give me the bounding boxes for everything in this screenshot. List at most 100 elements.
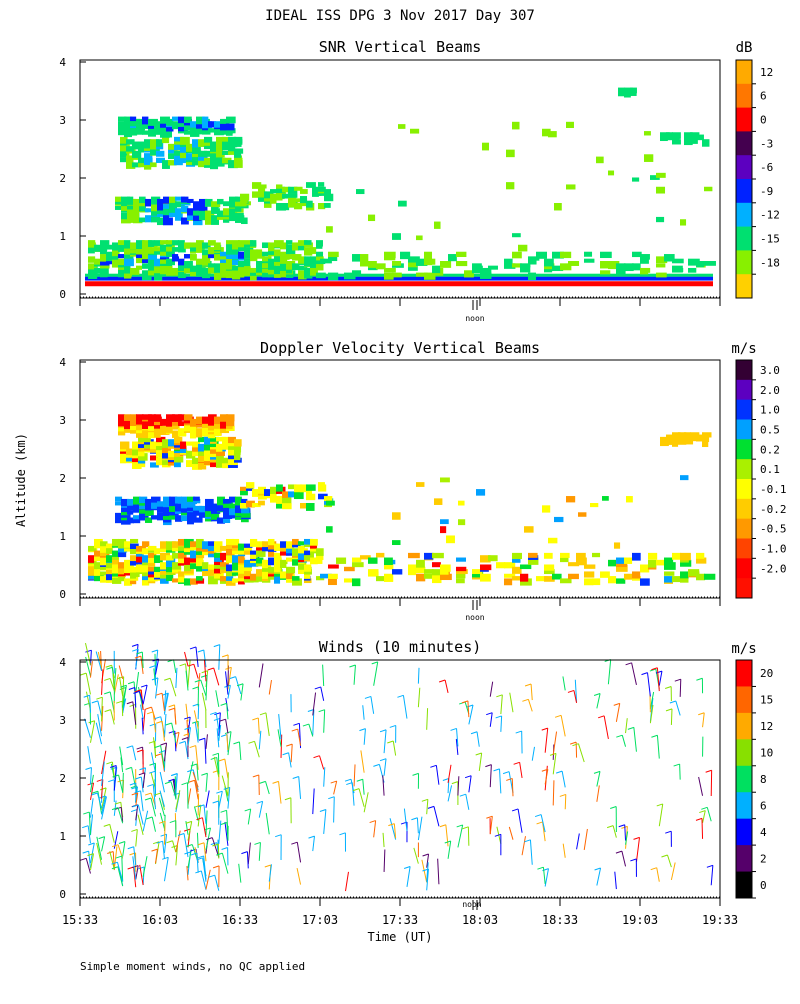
wind-barb-flag [292, 729, 298, 731]
data-cell [304, 564, 311, 571]
data-cell [316, 240, 323, 246]
wind-barb-flag [698, 713, 704, 715]
data-cell [310, 256, 316, 263]
wind-barb-flag [380, 759, 386, 761]
doppler-colorbar-swatch [736, 558, 752, 578]
snr-y-tick-label: 1 [59, 230, 66, 243]
wind-barb-flag [204, 828, 210, 830]
wind-barb-flag [642, 673, 648, 675]
doppler-colorbar: 3.02.01.00.50.20.1-0.1-0.2-0.5-1.0-2.0 [736, 360, 787, 599]
doppler-colorbar-label: 0.2 [760, 443, 780, 456]
wind-barb [239, 742, 240, 760]
wind-barb-flag [190, 746, 196, 748]
wind-barb-flag [224, 787, 230, 789]
x-axis-label: Time (UT) [367, 930, 432, 944]
wind-barb-flag [213, 866, 219, 868]
data-cell [614, 542, 620, 548]
data-cell [288, 491, 295, 497]
wind-barb [206, 870, 210, 889]
doppler-heatmap [88, 414, 715, 586]
wind-barb-flag [245, 809, 251, 811]
data-cell [584, 571, 594, 577]
data-cell [368, 569, 378, 576]
data-cell [316, 263, 323, 270]
data-cell [244, 259, 250, 266]
data-cell [352, 254, 361, 262]
wind-barb-flag [221, 703, 227, 705]
data-cell [145, 199, 151, 206]
wind-barb [215, 875, 219, 891]
wind-barb-flag [216, 791, 222, 793]
wind-barb [562, 771, 565, 787]
data-cell [304, 268, 311, 273]
wind-barb [206, 773, 207, 792]
wind-barb-flag [665, 831, 671, 833]
wind-barb-flag [147, 712, 153, 714]
wind-barb [363, 705, 364, 719]
doppler-colorbar-swatch [736, 539, 752, 559]
wind-barb [346, 872, 349, 891]
winds-noon-label: noon [462, 900, 481, 909]
data-cell [640, 268, 650, 273]
wind-barb [417, 818, 418, 834]
doppler-colorbar-unit: m/s [731, 341, 756, 357]
wind-barb [110, 824, 115, 842]
data-cell [632, 571, 640, 578]
wind-barb [384, 730, 386, 753]
wind-barb-flag [373, 764, 379, 766]
data-cell [88, 240, 95, 244]
data-cell [94, 245, 100, 252]
data-cell [178, 414, 185, 420]
data-cell [644, 131, 651, 135]
data-cell [316, 548, 324, 556]
data-cell [274, 249, 281, 256]
data-cell [244, 266, 251, 274]
wind-barb [143, 709, 145, 731]
data-cell [368, 261, 377, 268]
data-cell [548, 131, 557, 137]
wind-barb [479, 753, 481, 771]
data-cell [115, 197, 122, 202]
wind-barb-flag [221, 822, 227, 824]
data-cell [282, 503, 292, 509]
winds-colorbar-swatch [736, 819, 752, 846]
data-cell [193, 518, 203, 523]
wind-barb-flag [542, 728, 548, 730]
data-cell [150, 162, 157, 167]
data-cell [684, 432, 691, 437]
wind-barb [657, 868, 660, 882]
wind-barb [90, 767, 91, 784]
doppler-colorbar-label: -1.0 [760, 542, 787, 555]
data-cell [157, 218, 163, 226]
doppler-y-tick-label: 3 [59, 414, 66, 427]
data-cell [198, 444, 205, 452]
data-cell [94, 569, 100, 576]
data-cell [680, 475, 688, 480]
winds-colorbar-label: 10 [760, 747, 773, 760]
data-cell [312, 187, 318, 193]
doppler-colorbar-swatch [736, 578, 752, 598]
wind-barb-flag [525, 684, 531, 686]
winds-y-tick-label: 0 [59, 888, 66, 901]
data-cell [398, 201, 407, 207]
wind-barb [622, 851, 626, 866]
data-cell [304, 240, 312, 245]
wind-barb [324, 767, 325, 786]
data-cell [476, 489, 485, 496]
data-cell [118, 414, 125, 420]
data-cell [506, 150, 515, 158]
data-cell [554, 517, 563, 522]
wind-barb [438, 859, 439, 885]
doppler-colorbar-swatch [736, 499, 752, 519]
wind-barb-flag [630, 859, 636, 861]
doppler-y-tick-label: 2 [59, 472, 66, 485]
data-cell [106, 569, 113, 574]
data-cell [398, 124, 405, 129]
data-cell [566, 184, 575, 189]
wind-barb-flag [345, 779, 351, 781]
wind-barb-flag [365, 696, 371, 698]
data-cell [640, 254, 650, 260]
data-cell [616, 578, 625, 583]
data-cell [456, 252, 466, 257]
